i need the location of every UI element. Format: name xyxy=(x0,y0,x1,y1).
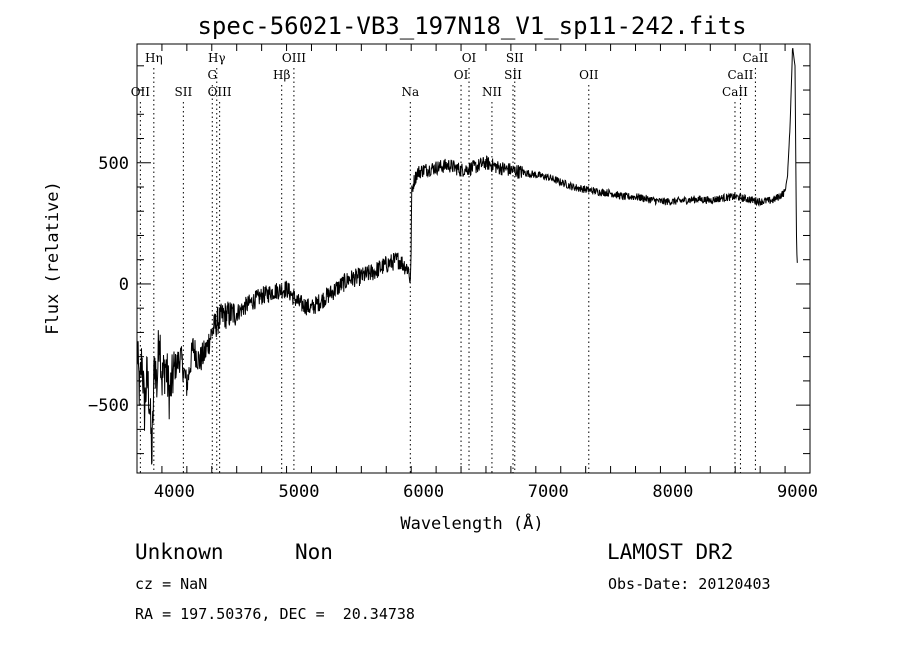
observation-date: Obs-Date: 20120403 xyxy=(608,575,771,593)
x-tick-label: 7000 xyxy=(528,482,569,502)
x-tick-label: 4000 xyxy=(154,482,195,502)
chart-title: spec-56021-VB3_197N18_V1_sp11-242.fits xyxy=(197,12,746,40)
x-tick-label: 5000 xyxy=(279,482,320,502)
object-class: Unknown xyxy=(135,540,224,564)
x-tick-label: 6000 xyxy=(403,482,444,502)
y-axis-label: Flux (relative) xyxy=(43,181,63,335)
spectral-line-label: G xyxy=(207,68,217,82)
spectral-line-label: Hη xyxy=(145,51,163,65)
spectral-line-label: SII xyxy=(175,85,193,99)
spectral-line-label: SII xyxy=(506,51,524,65)
sky-coordinates: RA = 197.50376, DEC = 20.34738 xyxy=(135,605,415,623)
x-tick-label: 8000 xyxy=(652,482,693,502)
plot-frame xyxy=(136,43,811,474)
spectral-line-label: CaII xyxy=(728,68,754,82)
spectral-line-label: Hβ xyxy=(273,68,290,82)
x-tick-label: 9000 xyxy=(777,482,818,502)
spectral-line-label: OIII xyxy=(208,85,232,99)
spectral-line-label: CaII xyxy=(742,51,768,65)
spectral-line-label: SII xyxy=(504,68,522,82)
spectral-line-label: NII xyxy=(482,85,502,99)
spectral-line-label: CaII xyxy=(722,85,748,99)
spectral-line-label: Hγ xyxy=(208,51,226,65)
redshift-value: cz = NaN xyxy=(135,575,208,593)
y-tick-label: 500 xyxy=(98,154,129,174)
y-tick-label: −500 xyxy=(88,396,129,416)
spectrum-series-line xyxy=(136,47,798,465)
x-axis-label: Wavelength (Å) xyxy=(400,512,543,534)
spectral-line-label: OIII xyxy=(282,51,306,65)
y-axis: −500 0 500 xyxy=(88,65,810,455)
spectral-line-label: OII xyxy=(579,68,599,82)
x-axis: 4000 5000 6000 7000 8000 9000 xyxy=(136,44,818,502)
survey-name: LAMOST DR2 xyxy=(607,540,734,564)
y-tick-label: 0 xyxy=(119,275,129,295)
spectrum-chart: spec-56021-VB3_197N18_V1_sp11-242.fits H… xyxy=(43,12,818,534)
object-subclass: Non xyxy=(295,540,333,564)
spectral-line-label: OI xyxy=(454,68,469,82)
spectral-line-label: Na xyxy=(401,85,419,99)
spectral-line-label: OII xyxy=(131,85,151,99)
spectral-line-label: OI xyxy=(462,51,477,65)
